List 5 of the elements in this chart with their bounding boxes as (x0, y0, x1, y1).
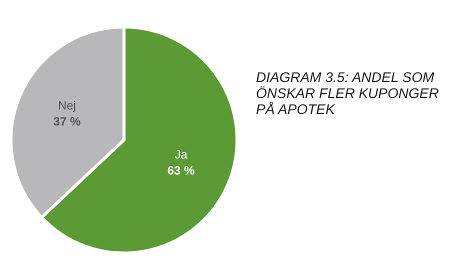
data-label: 37 % (53, 114, 81, 128)
text: DIAGRAM 3.5: ANDEL SOM ÖNSKAR FLER KUPONGER PÅ APOTEK (256, 69, 439, 117)
data-label: 63 % (167, 164, 196, 178)
slice-label: Ja (174, 148, 188, 162)
slice-label: Nej (58, 98, 76, 112)
